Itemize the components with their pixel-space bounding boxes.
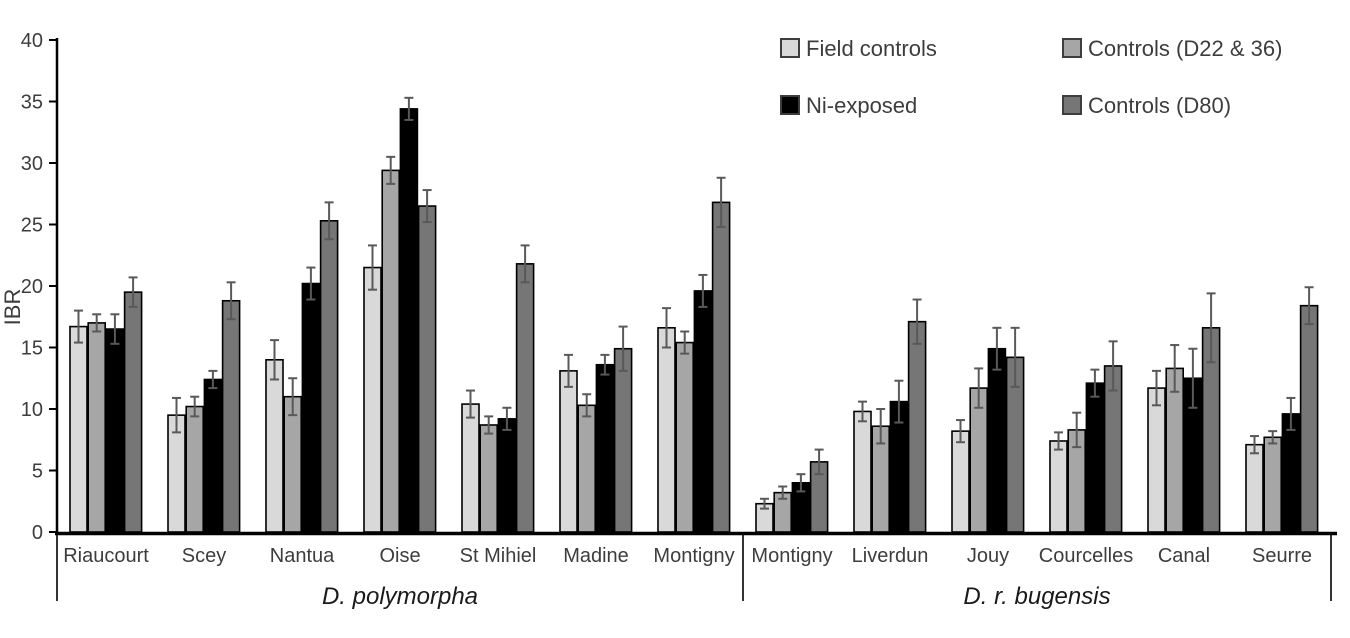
bar: [283, 395, 303, 533]
y-ticks-layer: 0 5 10 15 20 25 30 35 40: [21, 30, 57, 544]
category-label: Canal: [1158, 545, 1210, 567]
species-label-bugensis: D. r. bugensis: [963, 583, 1110, 610]
bar: [577, 404, 597, 533]
y-axis-title: IBR: [0, 289, 25, 326]
bar: [87, 322, 106, 533]
bar: [265, 358, 284, 533]
bar: [381, 169, 401, 533]
legend-label-controls-d22-36: Controls (D22 & 36): [1088, 36, 1282, 61]
y-tick-label: 10: [21, 399, 43, 421]
bar: [613, 347, 633, 533]
bar: [559, 370, 578, 533]
bar: [461, 403, 480, 533]
category-label: Oise: [379, 545, 420, 567]
y-tick-label: 30: [21, 153, 43, 175]
bar: [1299, 304, 1319, 533]
bar: [1245, 443, 1264, 533]
y-tick-label: 0: [32, 522, 43, 544]
bar: [987, 347, 1007, 533]
error-bars-layer: [74, 96, 1314, 510]
bar: [711, 201, 731, 533]
bar: [1165, 367, 1184, 533]
y-tick-label: 20: [21, 276, 43, 298]
bar: [497, 418, 517, 533]
bar: [363, 266, 382, 533]
legend-swatch-field-controls: [780, 38, 800, 58]
category-label: Seurre: [1252, 545, 1312, 567]
category-label: Scey: [182, 545, 226, 567]
y-tick-label: 15: [21, 338, 43, 360]
bar: [595, 363, 615, 533]
bar: [399, 108, 419, 533]
category-label: Montigny: [751, 545, 832, 567]
bar: [105, 328, 125, 533]
bar: [1085, 382, 1105, 533]
bar: [301, 282, 321, 533]
bar: [907, 320, 927, 533]
bar: [203, 378, 223, 533]
bar: [417, 205, 437, 533]
bar: [1147, 387, 1166, 533]
bar: [221, 299, 241, 533]
bar: [185, 405, 204, 533]
legend-label-ni-exposed: Ni-exposed: [806, 93, 917, 118]
bar: [969, 387, 989, 533]
category-label: Liverdun: [852, 545, 929, 567]
bars-layer: [69, 108, 1319, 533]
bar: [479, 424, 499, 533]
bar: [693, 290, 713, 533]
bar: [657, 327, 676, 533]
bar: [853, 410, 872, 533]
y-tick-label: 25: [21, 215, 43, 237]
category-label: Nantua: [270, 545, 335, 567]
category-label: Riaucourt: [63, 545, 149, 567]
bar: [515, 263, 535, 533]
legend-label-controls-d80: Controls (D80): [1088, 93, 1231, 118]
legend-swatch-controls-d22-36: [1062, 38, 1082, 58]
legend-swatch-ni-exposed: [780, 95, 800, 115]
species-brackets-layer: [56, 535, 1332, 601]
bar: [319, 220, 339, 533]
y-tick-label: 5: [32, 461, 43, 483]
legend: Field controls Controls (D22 & 36) Ni-ex…: [780, 36, 1282, 118]
species-label-polymorpha: D. polymorpha: [322, 583, 478, 610]
y-tick-label: 35: [21, 92, 43, 114]
y-tick-label: 40: [21, 30, 43, 52]
bar: [69, 325, 88, 533]
bar: [951, 430, 970, 533]
category-labels-layer: Riaucourt Scey Nantua Oise St Mihiel Madine Mo…: [63, 545, 1312, 567]
bar: [1263, 436, 1282, 533]
category-label: Courcelles: [1039, 545, 1133, 567]
legend-swatch-controls-d80: [1062, 95, 1082, 115]
category-label: Madine: [563, 545, 629, 567]
bar: [1049, 440, 1068, 533]
bar: [675, 341, 695, 533]
category-label: Montigny: [653, 545, 734, 567]
bar: [123, 291, 143, 533]
category-label: St Mihiel: [460, 545, 537, 567]
category-label: Jouy: [967, 545, 1009, 567]
legend-label-field-controls: Field controls: [806, 36, 937, 61]
bar: [1281, 413, 1301, 533]
